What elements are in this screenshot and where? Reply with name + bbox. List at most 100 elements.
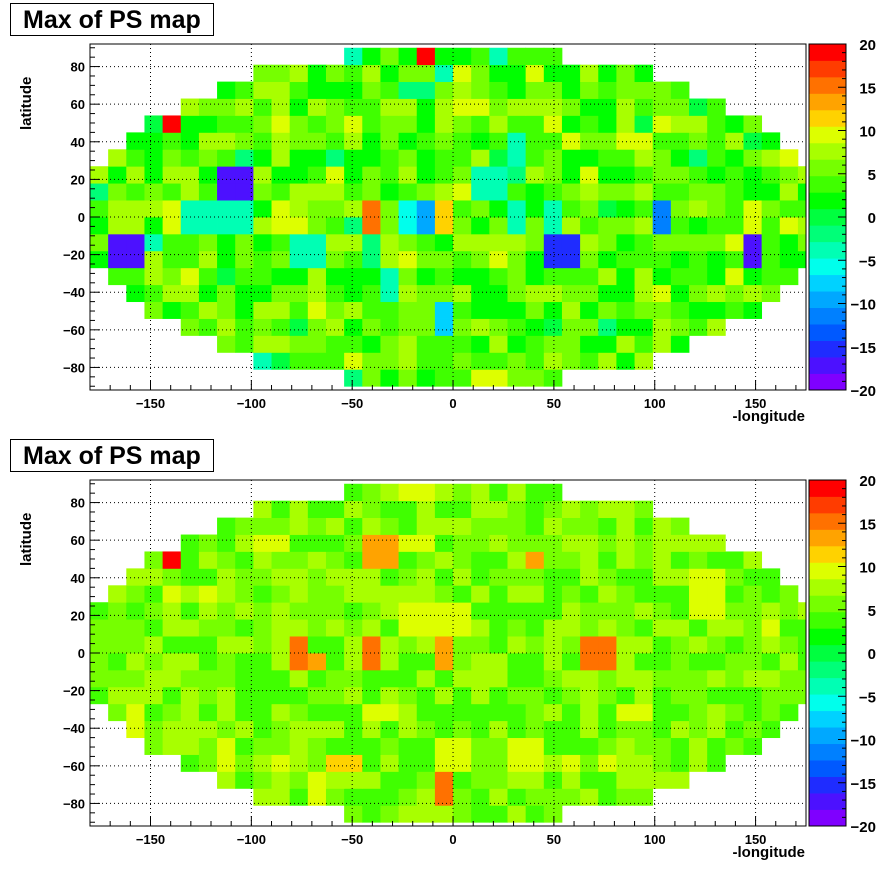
heatmap-cell bbox=[689, 534, 708, 552]
heatmap-cell bbox=[325, 703, 345, 722]
heatmap-cell bbox=[471, 720, 490, 739]
heatmap-cell bbox=[344, 653, 363, 671]
heatmap-cell bbox=[271, 217, 291, 235]
heatmap-cell bbox=[598, 217, 617, 235]
heatmap-cell bbox=[779, 183, 799, 201]
heatmap-cell bbox=[416, 669, 436, 688]
heatmap-cell bbox=[398, 686, 418, 705]
heatmap-cell bbox=[362, 318, 381, 336]
heatmap-cell bbox=[180, 619, 200, 637]
heatmap-cell bbox=[434, 301, 454, 319]
heatmap-cell bbox=[634, 551, 654, 569]
heatmap-cell bbox=[525, 318, 545, 336]
heatmap-cell bbox=[362, 788, 381, 806]
heatmap-cell bbox=[670, 551, 690, 569]
heatmap-cell bbox=[689, 602, 708, 620]
heatmap-cell bbox=[108, 686, 127, 705]
heatmap-cell bbox=[380, 352, 399, 370]
heatmap-cell bbox=[761, 619, 781, 637]
heatmap-cell bbox=[344, 517, 363, 535]
heatmap-cell bbox=[453, 200, 472, 218]
heatmap-cell bbox=[453, 483, 472, 502]
heatmap-cell bbox=[525, 805, 545, 823]
heatmap-cell bbox=[344, 703, 363, 722]
heatmap-cell bbox=[362, 636, 381, 654]
heatmap-cell bbox=[235, 301, 254, 319]
y-tick-label: 60 bbox=[71, 533, 85, 548]
heatmap-cell bbox=[253, 98, 272, 116]
heatmap-cell bbox=[689, 754, 708, 772]
heatmap-cell bbox=[398, 602, 418, 620]
heatmap-cell bbox=[580, 115, 599, 133]
colorbar-segment bbox=[809, 142, 846, 160]
colorbar-segment bbox=[809, 192, 846, 210]
colorbar-segment bbox=[809, 126, 846, 144]
heatmap-cell bbox=[253, 352, 272, 370]
heatmap-cell bbox=[652, 250, 672, 269]
heatmap-cell bbox=[416, 301, 436, 319]
heatmap-cell bbox=[525, 149, 545, 167]
heatmap-cell bbox=[434, 483, 454, 502]
heatmap-cell bbox=[707, 636, 726, 654]
heatmap-cell bbox=[689, 703, 708, 722]
heatmap-cell bbox=[398, 284, 418, 303]
heatmap-cell bbox=[725, 166, 744, 184]
heatmap-cell bbox=[416, 534, 436, 552]
heatmap-cell bbox=[344, 217, 363, 235]
heatmap-cell bbox=[362, 47, 381, 66]
heatmap-cell bbox=[634, 233, 654, 252]
heatmap-cell bbox=[507, 369, 527, 387]
heatmap-cell bbox=[344, 64, 363, 83]
heatmap-cell bbox=[398, 115, 418, 133]
heatmap-cell bbox=[289, 500, 309, 519]
heatmap-cell bbox=[144, 132, 164, 150]
heatmap-cell bbox=[525, 115, 545, 133]
heatmap-cell bbox=[525, 788, 545, 806]
heatmap-cell bbox=[743, 132, 763, 150]
heatmap-cell bbox=[725, 703, 744, 722]
heatmap-cell bbox=[779, 166, 799, 184]
colorbar-tick-label: 10 bbox=[859, 560, 876, 577]
colorbar-segment bbox=[809, 710, 846, 728]
chart-panel-top: −150 −100 −50 0 50 100 150 −80 −60 −40 −20 0 20 40 60 8… bbox=[10, 3, 876, 425]
heatmap-cell bbox=[743, 233, 763, 252]
heatmap-cell bbox=[307, 703, 327, 722]
heatmap-cell bbox=[90, 233, 109, 252]
heatmap-cell bbox=[489, 805, 508, 823]
y-axis: −80 −60 −40 −20 0 20 40 60 80 bbox=[63, 483, 100, 823]
heatmap-cell bbox=[380, 788, 399, 806]
heatmap-cell bbox=[743, 737, 763, 755]
colorbar-tick-label: 20 bbox=[859, 37, 876, 54]
heatmap-cell bbox=[90, 636, 109, 654]
heatmap-cell bbox=[325, 653, 345, 671]
heatmap-cell bbox=[652, 115, 672, 133]
heatmap-cell bbox=[616, 352, 635, 370]
heatmap-cell bbox=[198, 200, 218, 218]
heatmap-cell bbox=[707, 551, 726, 569]
heatmap-cell bbox=[434, 771, 454, 789]
heatmap-cell bbox=[580, 500, 599, 519]
heatmap-cell bbox=[253, 166, 272, 184]
heatmap-cell bbox=[543, 166, 563, 184]
heatmap-cell bbox=[307, 233, 327, 252]
heatmap-cell bbox=[616, 166, 635, 184]
heatmap-cell bbox=[162, 166, 182, 184]
heatmap-cell bbox=[416, 166, 436, 184]
heatmap-cell bbox=[561, 754, 581, 772]
heatmap-cell bbox=[434, 585, 454, 603]
heatmap-cell bbox=[689, 737, 708, 755]
heatmap-cell bbox=[362, 703, 381, 722]
heatmap-cell bbox=[453, 737, 472, 755]
heatmap-cell bbox=[344, 233, 363, 252]
colorbar-segment bbox=[809, 512, 846, 530]
heatmap-cell bbox=[235, 754, 254, 772]
heatmap-cell bbox=[325, 771, 345, 789]
heatmap-cell bbox=[543, 47, 563, 66]
y-tick-label: −80 bbox=[63, 360, 85, 375]
heatmap-cell bbox=[525, 217, 545, 235]
heatmap-cell bbox=[507, 703, 527, 722]
heatmap-cell bbox=[580, 81, 599, 99]
heatmap-cell bbox=[398, 217, 418, 235]
heatmap-cell bbox=[797, 636, 807, 654]
heatmap-cell bbox=[707, 250, 726, 269]
